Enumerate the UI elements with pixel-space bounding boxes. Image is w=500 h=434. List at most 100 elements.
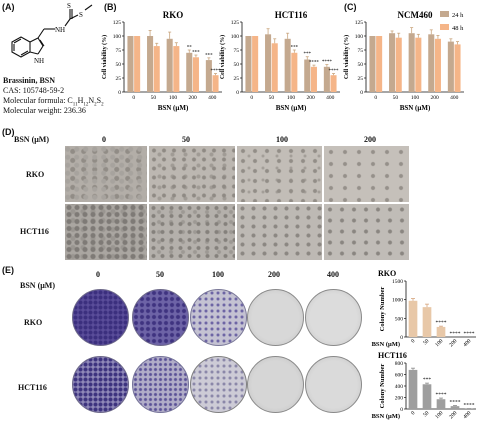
dish-hct116-50 xyxy=(132,356,189,413)
significance-label: **** xyxy=(464,331,475,337)
colony-dose-200: 200 xyxy=(268,270,280,279)
compound-name: Brassinin, BSN xyxy=(3,76,56,85)
panel-label-b: (B) xyxy=(104,2,117,12)
micro-rko-50 xyxy=(149,146,235,202)
compound-weight: Molecular weight: 236.36 xyxy=(3,106,86,115)
bar xyxy=(134,36,141,92)
panel-label-e: (E) xyxy=(2,265,14,275)
y-tick-label: 100 xyxy=(231,34,240,40)
bar xyxy=(323,66,330,92)
micro-row-rko: RKO xyxy=(26,170,45,179)
bar xyxy=(408,33,415,92)
y-tick-label: 0 xyxy=(360,90,363,96)
significance-label: **** xyxy=(329,69,340,74)
bar xyxy=(422,307,432,337)
chart-title: NCM460 xyxy=(398,10,433,20)
x-tick-label: 0 xyxy=(410,410,416,416)
micro-hct116-100 xyxy=(237,204,322,260)
x-tick-label: 50 xyxy=(422,338,430,346)
x-tick-label: 400 xyxy=(208,95,217,101)
y-tick-label: 200 xyxy=(395,396,404,402)
bar xyxy=(212,75,219,92)
dish-rko-0 xyxy=(72,289,129,346)
y-tick-label: 800 xyxy=(395,361,404,367)
atom-nh-indole: NH xyxy=(34,57,44,65)
colony-row-rko: RKO xyxy=(24,318,43,327)
bar xyxy=(428,34,435,92)
brassinin-structure: S S NH NH xyxy=(11,2,93,65)
y-tick-label: 600 xyxy=(395,373,404,379)
legend-label-48h: 48 h xyxy=(452,25,464,32)
significance-label: **** xyxy=(450,400,461,406)
legend-swatch-24h xyxy=(440,11,449,17)
dish-hct116-400 xyxy=(305,356,362,413)
micro-dose-50: 50 xyxy=(182,135,190,144)
bar xyxy=(330,75,337,92)
colony-chart-0: RKO 0 500 1000 1500 Colony Number 0 50 **** 100 **… xyxy=(372,269,476,348)
significance-label: *** xyxy=(192,51,200,56)
bar xyxy=(436,326,446,337)
micro-dose-100: 100 xyxy=(276,135,288,144)
x-tick-label: 100 xyxy=(169,95,178,101)
x-tick-label: 50 xyxy=(422,410,430,418)
x-tick-label: 0 xyxy=(132,95,135,101)
colony-row-hct116: HCT116 xyxy=(18,383,47,392)
x-tick-label: 0 xyxy=(374,95,377,101)
bar xyxy=(265,34,272,92)
x-tick-label: 50 xyxy=(269,95,275,101)
y-tick-label: 100 xyxy=(113,34,122,40)
x-axis-label: BSN (μM) xyxy=(158,104,189,112)
dish-rko-200 xyxy=(247,289,304,346)
x-tick-label: 50 xyxy=(393,95,399,101)
bar xyxy=(186,52,193,92)
dish-hct116-100 xyxy=(190,356,247,413)
compound-formula: Molecular formula: C11H12N2S2 xyxy=(3,96,104,108)
y-tick-label: 0 xyxy=(118,90,121,96)
dish-rko-100 xyxy=(190,289,247,346)
bar xyxy=(408,369,418,409)
chart-title: RKO xyxy=(378,269,396,278)
x-tick-label: 400 xyxy=(462,338,472,348)
x-tick-label: 50 xyxy=(151,95,157,101)
y-tick-label: 0 xyxy=(236,90,239,96)
bar xyxy=(166,38,173,92)
significance-label: ** xyxy=(187,46,193,51)
bar xyxy=(395,37,402,92)
dish-rko-400 xyxy=(305,289,362,346)
colony-dose-50: 50 xyxy=(156,270,164,279)
bar xyxy=(147,36,154,92)
y-axis-label: Colony Number xyxy=(379,287,386,332)
bar xyxy=(192,57,199,92)
panel-label-c: (C) xyxy=(344,2,357,12)
viability-legend: 24 h 48 h xyxy=(440,11,464,32)
bar xyxy=(153,46,160,92)
y-tick-label: 125 xyxy=(231,20,240,26)
bar xyxy=(454,44,461,92)
y-tick-label: 500 xyxy=(395,316,404,322)
micro-dose-0: 0 xyxy=(102,135,106,144)
y-tick-label: 400 xyxy=(395,384,404,390)
atom-s-thioether: S xyxy=(79,11,83,19)
significance-label: **** xyxy=(211,69,222,74)
micro-dose-200: 200 xyxy=(364,135,376,144)
x-tick-label: 0 xyxy=(410,338,416,344)
micro-hct116-0 xyxy=(65,204,147,260)
y-tick-label: 50 xyxy=(358,62,364,68)
chart-title: HCT116 xyxy=(378,351,407,360)
x-tick-label: 200 xyxy=(448,410,458,420)
x-axis-label: BSN (μM) xyxy=(372,413,400,420)
bar xyxy=(369,36,376,92)
atom-nh-amide: NH xyxy=(55,26,65,34)
x-tick-label: 400 xyxy=(450,95,459,101)
colony-chart-1: HCT116 0 200 400 600 800 Colony Number 0 *** 50 **… xyxy=(372,351,476,420)
significance-label: *** xyxy=(423,377,432,383)
bar xyxy=(408,300,418,337)
bar xyxy=(173,46,180,92)
viability-chart-1: HCT116 0 25 50 75 100 125 Cell viability (%) 0 50… xyxy=(219,10,340,112)
bar xyxy=(422,384,432,409)
x-axis-label: BSN (μM) xyxy=(276,104,307,112)
compound-cas: CAS: 105748-59-2 xyxy=(3,86,65,95)
legend-label-24h: 24 h xyxy=(452,12,464,19)
significance-label: **** xyxy=(450,331,461,337)
